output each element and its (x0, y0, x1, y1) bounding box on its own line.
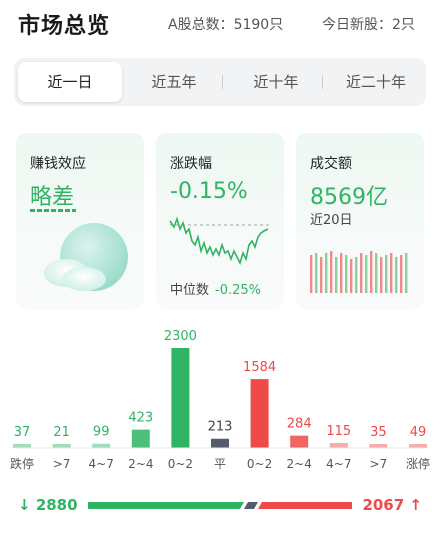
strength-meter-icon (30, 209, 76, 212)
turnover-bar (350, 259, 353, 293)
bar-value-label: 99 (93, 425, 110, 440)
turnover-bar (365, 255, 368, 293)
category-label: 涨停 (406, 456, 430, 471)
bar-value-label: 2300 (164, 329, 197, 344)
turnover-value: 8569亿 (310, 185, 388, 210)
tab-20y[interactable]: 近二十年 (345, 73, 406, 91)
bar-value-label: 115 (326, 424, 351, 439)
category-label: 4~7 (89, 457, 114, 471)
tab-1d[interactable]: 近一日 (18, 62, 122, 102)
turnover-bar (355, 257, 358, 293)
up-down-ratio-bar (88, 502, 352, 509)
distribution-bar (171, 348, 190, 448)
median-label: 中位数 (170, 283, 210, 298)
turnover-bar (400, 255, 403, 293)
up-down-summary: ↓ 2880 2067 ↑ (14, 494, 426, 518)
distribution-bar (92, 443, 111, 448)
page-title: 市场总览 (18, 14, 111, 39)
profit-effect-illustration (30, 209, 128, 291)
bar-value-label: 213 (208, 420, 233, 435)
change-title: 涨跌幅 (170, 156, 212, 172)
bar-value-label: 21 (53, 425, 70, 440)
change-sparkline (169, 216, 270, 266)
bar-value-label: 423 (128, 411, 153, 426)
category-label: 2~4 (287, 457, 312, 471)
tab-separator (322, 75, 323, 89)
up-count: 2067 ↑ (362, 496, 422, 514)
bar-value-label: 35 (370, 425, 387, 440)
distribution-bar (290, 435, 309, 448)
turnover-bar (405, 253, 408, 293)
category-label: >7 (370, 457, 388, 471)
bar-value-label: 1584 (243, 360, 276, 375)
category-label: 跌停 (10, 456, 34, 471)
bar-value-label: 49 (410, 425, 427, 440)
down-count: ↓ 2880 (18, 496, 78, 514)
distribution-bar (52, 444, 71, 448)
header: 市场总览 A股总数：5190只 今日新股：2只 (18, 6, 422, 39)
category-label: >7 (53, 457, 71, 471)
category-label: 平 (214, 457, 226, 471)
new-stocks-stat: 今日新股：2只 (322, 17, 415, 33)
category-label: 0~2 (247, 457, 272, 471)
bar-value-label: 37 (14, 425, 31, 440)
arrow-up-icon: ↑ (409, 496, 422, 514)
turnover-bar (310, 255, 313, 293)
turnover-bar (345, 255, 348, 293)
tab-separator (222, 75, 223, 89)
turnover-title: 成交额 (310, 156, 352, 172)
cloud-icon (44, 223, 128, 291)
category-label: 2~4 (128, 457, 153, 471)
distribution-bar (131, 429, 150, 448)
turnover-bar (315, 253, 318, 293)
change-card[interactable]: 涨跌幅 -0.15% 中位数 -0.25% (156, 133, 284, 309)
profit-effect-card[interactable]: 赚钱效应 略差 (16, 133, 144, 309)
median-row: 中位数 -0.25% (170, 279, 261, 298)
turnover-bar (390, 253, 393, 293)
distribution-bar (13, 444, 31, 448)
turnover-bars (310, 251, 408, 293)
turnover-card[interactable]: 成交额 8569亿 近20日 (296, 133, 424, 309)
change-value: -0.15% (170, 179, 248, 204)
tab-5y[interactable]: 近五年 (151, 73, 197, 91)
period-tabs: 近一日 近五年 近十年 近二十年 (14, 58, 426, 106)
category-label: 4~7 (326, 457, 351, 471)
turnover-bar (375, 253, 378, 293)
down-ratio-segment (88, 502, 244, 509)
turnover-sub: 近20日 (310, 213, 353, 228)
distribution-chart: 37 跌停 21 >7 99 4~7 423 2~4 2300 0~2 213 平 1584 0~2 284… (10, 329, 430, 471)
turnover-bar (385, 255, 388, 293)
distribution-bar (211, 438, 229, 448)
turnover-bar (395, 257, 398, 293)
profit-effect-title: 赚钱效应 (30, 156, 86, 172)
turnover-bar (320, 257, 323, 293)
category-label: 0~2 (168, 457, 193, 471)
distribution-bar (329, 443, 348, 448)
turnover-bar (340, 253, 343, 293)
distribution-bar (409, 444, 427, 448)
distribution-bar (250, 379, 269, 448)
turnover-bar (380, 257, 383, 293)
arrow-down-icon: ↓ (18, 496, 31, 514)
distribution-bar (369, 444, 388, 448)
profit-effect-value: 略差 (30, 185, 75, 210)
turnover-bar (360, 253, 363, 293)
tab-10y[interactable]: 近十年 (253, 73, 299, 91)
flat-ratio-segment (244, 502, 258, 509)
bar-value-label: 284 (287, 417, 312, 432)
up-ratio-segment (258, 502, 352, 509)
turnover-bar (330, 251, 333, 293)
turnover-bar (325, 253, 328, 293)
median-value: -0.25% (215, 283, 262, 298)
total-stocks-stat: A股总数：5190只 (168, 17, 284, 33)
turnover-bar (335, 257, 338, 293)
turnover-bar (370, 251, 373, 293)
